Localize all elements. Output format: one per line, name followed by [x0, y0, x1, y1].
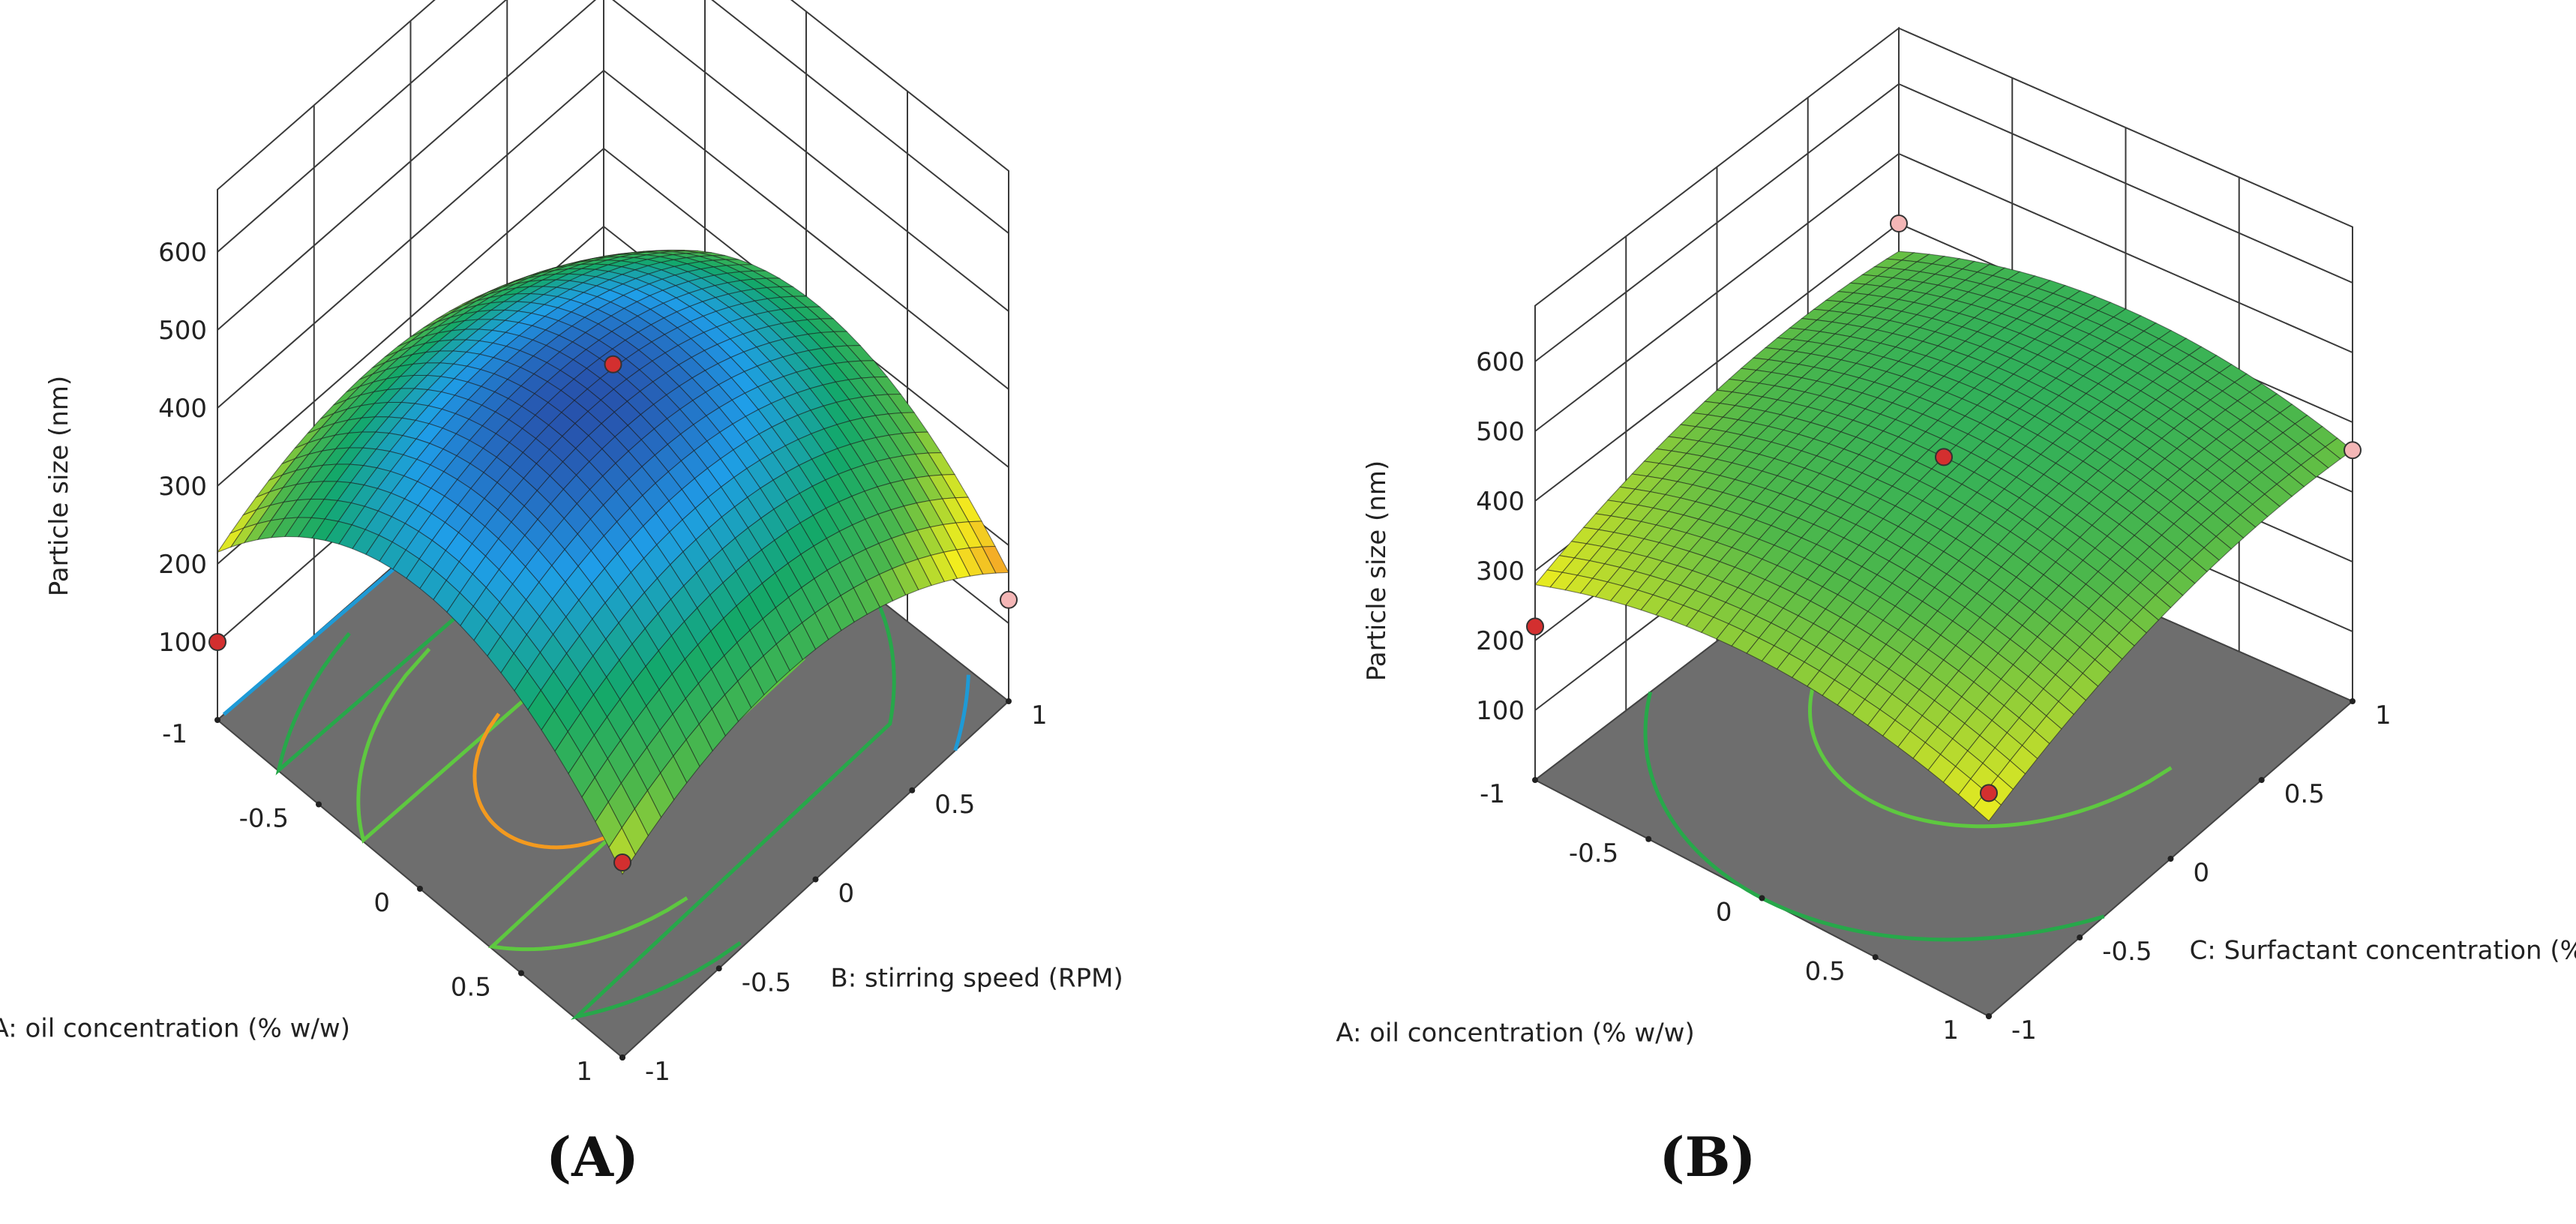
design-point	[604, 355, 622, 374]
contour-line	[570, 597, 896, 1020]
x-axis-title: A: oil concentration (% w/w)	[1336, 1018, 1694, 1048]
y-tick-label: 0	[838, 879, 855, 909]
design-point	[613, 854, 631, 872]
x-tick-label: 0	[1716, 898, 1732, 928]
x-tick-label: 0	[373, 888, 390, 918]
y-axis: -1 -0.5 0 0.5 1 B: stirring speed (RPM)	[619, 698, 1123, 1087]
z-axis-title: Particle size (nm)	[44, 376, 74, 596]
y-axis-title: C: Surfactant concentration (% w/w)	[2190, 936, 2576, 966]
wall-grid-line	[1534, 152, 2353, 432]
frame-lines	[1534, 226, 2353, 780]
contour-line	[953, 674, 970, 752]
design-point	[2344, 441, 2362, 460]
y-tick-mark	[619, 1054, 625, 1060]
y-tick-mark	[2167, 856, 2174, 862]
design-point	[1000, 590, 1018, 609]
y-tick-mark	[2077, 934, 2083, 940]
x-tick-label: 0.5	[1805, 956, 1846, 986]
z-tick-label: 200	[158, 550, 207, 580]
x-tick-mark	[1759, 895, 1765, 902]
y-tick-mark	[2258, 777, 2265, 783]
z-tick-label: 300	[1476, 556, 1525, 586]
y-tick-mark	[909, 787, 916, 794]
x-tick-mark	[518, 970, 524, 976]
y-tick-label: -0.5	[742, 968, 791, 998]
z-tick-label: 200	[1476, 626, 1525, 656]
contour-line	[472, 712, 641, 850]
x-tick-mark	[1532, 777, 1538, 783]
panel-caption-a: (A)	[546, 1125, 639, 1189]
wall-grid-line	[217, 69, 1009, 409]
z-tick-label: 300	[158, 472, 207, 502]
panel-b: 100 200 300 400 500 600 Particle size (nm) -1 -0…	[1288, 0, 2576, 1224]
x-axis: -1 -0.5 0 0.5 1 A: oil concentration (% w/w)	[1336, 777, 1992, 1048]
x-tick-mark	[417, 886, 423, 892]
panel-a: 100 200 300 400 500 600 Particle size (nm) -1 -0…	[0, 0, 1123, 1189]
y-tick-mark	[2350, 698, 2356, 704]
z-tick-label: 500	[1476, 417, 1525, 447]
x-tick-mark	[1645, 836, 1652, 842]
x-tick-label: 1	[576, 1057, 592, 1087]
y-tick-label: 0.5	[934, 790, 975, 820]
x-axis: -1 -0.5 0 0.5 1 A: oil concentration (% w/w)	[0, 717, 625, 1087]
z-axis-title: Particle size (nm)	[1362, 460, 1392, 681]
z-tick-label: 400	[158, 394, 207, 424]
y-tick-mark	[715, 965, 722, 972]
x-tick-mark	[316, 801, 322, 808]
y-tick-label: 0	[2194, 858, 2210, 888]
y-tick-label: -1	[645, 1057, 670, 1087]
design-points	[1526, 214, 2362, 802]
x-tick-label: 0.5	[451, 973, 491, 1003]
z-tick-label: 100	[158, 628, 207, 658]
z-axis: 100 200 300 400 500 600 Particle size (nm)	[1362, 347, 1525, 726]
y-tick-label: -1	[2011, 1016, 2037, 1046]
wall-grid-line	[1534, 82, 2353, 362]
design-point	[1526, 617, 1544, 636]
z-tick-label: 600	[1476, 347, 1525, 377]
y-tick-mark	[812, 876, 819, 883]
z-tick-label: 600	[158, 238, 207, 268]
design-point	[1890, 214, 1908, 232]
contour-line	[1808, 619, 2173, 829]
x-tick-label: -1	[1480, 779, 1505, 809]
z-axis: 100 200 300 400 500 600 Particle size (nm)	[44, 238, 207, 658]
z-tick-label: 100	[1476, 696, 1525, 726]
x-tick-label: 1	[1942, 1016, 1959, 1046]
design-point	[1935, 448, 1953, 466]
y-tick-label: 1	[1031, 700, 1048, 730]
y-tick-label: 1	[2375, 700, 2392, 730]
x-tick-mark	[1872, 954, 1879, 961]
y-tick-mark	[1986, 1013, 1992, 1019]
wall-grid-line	[217, 0, 1009, 253]
design-point	[208, 633, 226, 651]
y-axis-title: B: stirring speed (RPM)	[830, 964, 1123, 994]
frame-lines	[217, 170, 1009, 720]
z-tick-label: 500	[158, 316, 207, 346]
x-tick-label: -0.5	[239, 804, 289, 834]
wall-grid-line	[217, 0, 1009, 331]
y-tick-label: -0.5	[2102, 937, 2152, 967]
design-points	[208, 355, 1018, 872]
x-tick-mark	[214, 717, 220, 723]
design-point	[1980, 784, 1998, 802]
x-tick-label: -1	[162, 719, 187, 749]
y-tick-mark	[1006, 698, 1012, 704]
y-axis: -1 -0.5 0 0.5 1 C: Surfactant concentration (…	[1986, 698, 2576, 1046]
z-tick-label: 400	[1476, 487, 1525, 517]
x-tick-label: -0.5	[1569, 838, 1618, 868]
panel-caption-b: (B)	[1659, 1125, 1756, 1189]
y-tick-label: 0.5	[2284, 779, 2325, 809]
x-axis-title: A: oil concentration (% w/w)	[0, 1014, 350, 1044]
response-surface	[216, 249, 1009, 875]
response-surface	[1534, 250, 2353, 822]
